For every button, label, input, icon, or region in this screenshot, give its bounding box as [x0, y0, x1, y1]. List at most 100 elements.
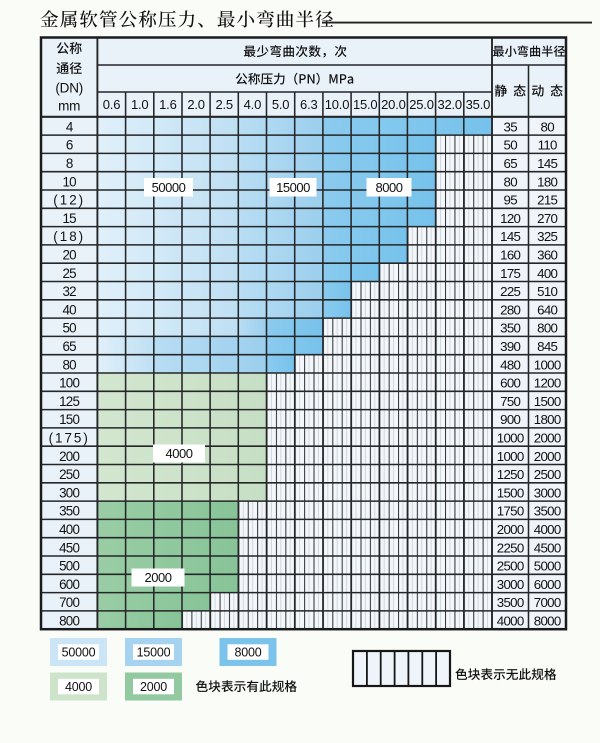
svg-text:300: 300	[59, 485, 79, 500]
svg-text:160: 160	[500, 248, 520, 263]
svg-text:8: 8	[66, 156, 73, 171]
svg-text:(18): (18)	[53, 229, 85, 244]
svg-text:800: 800	[59, 614, 79, 629]
svg-text:1200: 1200	[534, 376, 561, 391]
svg-text:1.6: 1.6	[159, 97, 176, 112]
svg-text:270: 270	[537, 211, 557, 226]
svg-text:480: 480	[500, 357, 520, 372]
svg-text:750: 750	[500, 394, 520, 409]
svg-text:1500: 1500	[534, 394, 561, 409]
svg-text:400: 400	[59, 522, 79, 537]
svg-text:325: 325	[537, 229, 557, 244]
svg-text:32: 32	[62, 284, 76, 299]
svg-text:15.0: 15.0	[353, 97, 378, 112]
svg-text:7000: 7000	[534, 595, 561, 610]
svg-text:0.6: 0.6	[103, 97, 120, 112]
svg-text:100: 100	[59, 376, 79, 391]
svg-text:4000: 4000	[65, 680, 92, 694]
svg-text:1000: 1000	[497, 431, 524, 446]
svg-text:2.5: 2.5	[215, 97, 232, 112]
svg-text:1750: 1750	[497, 504, 524, 519]
svg-text:8000: 8000	[376, 180, 403, 195]
svg-text:2000: 2000	[534, 449, 561, 464]
svg-text:mm: mm	[58, 99, 80, 114]
svg-text:25.0: 25.0	[409, 97, 434, 112]
svg-text:5.0: 5.0	[272, 97, 289, 112]
svg-text:6.3: 6.3	[300, 97, 317, 112]
svg-text:600: 600	[500, 376, 520, 391]
svg-text:400: 400	[537, 266, 557, 281]
svg-text:3000: 3000	[497, 577, 524, 592]
svg-text:280: 280	[500, 302, 520, 317]
svg-text:145: 145	[500, 229, 520, 244]
svg-text:(175): (175)	[49, 431, 90, 446]
svg-text:2500: 2500	[534, 467, 561, 482]
svg-text:4000: 4000	[497, 614, 524, 629]
svg-text:15000: 15000	[137, 645, 171, 659]
svg-text:15000: 15000	[276, 180, 310, 195]
svg-text:4: 4	[66, 119, 74, 134]
svg-text:50: 50	[62, 321, 76, 336]
svg-text:25: 25	[62, 266, 76, 281]
svg-text:390: 390	[500, 339, 520, 354]
svg-text:350: 350	[59, 504, 79, 519]
svg-text:80: 80	[541, 119, 555, 134]
svg-text:2.0: 2.0	[187, 97, 204, 112]
svg-text:350: 350	[500, 321, 520, 336]
svg-text:80: 80	[62, 357, 76, 372]
svg-text:110: 110	[538, 138, 557, 153]
svg-text:2000: 2000	[140, 680, 167, 694]
svg-text:250: 250	[59, 467, 79, 482]
svg-text:1000: 1000	[497, 449, 524, 464]
svg-text:2500: 2500	[497, 559, 524, 574]
svg-text:360: 360	[537, 248, 557, 263]
svg-text:175: 175	[500, 266, 520, 281]
svg-text:600: 600	[59, 577, 79, 592]
svg-text:150: 150	[59, 412, 79, 427]
svg-text:700: 700	[59, 595, 79, 610]
svg-text:1500: 1500	[497, 485, 524, 500]
svg-text:2000: 2000	[497, 522, 524, 537]
svg-text:3500: 3500	[497, 595, 524, 610]
svg-text:35.0: 35.0	[466, 97, 491, 112]
svg-text:450: 450	[59, 540, 79, 555]
svg-text:10.0: 10.0	[325, 97, 350, 112]
svg-text:180: 180	[537, 174, 557, 189]
svg-text:1000: 1000	[534, 357, 561, 372]
svg-text:215: 215	[537, 193, 557, 208]
svg-text:4000: 4000	[166, 446, 193, 461]
svg-text:500: 500	[59, 559, 79, 574]
svg-text:640: 640	[537, 302, 557, 317]
svg-text:1250: 1250	[497, 467, 524, 482]
svg-text:3000: 3000	[534, 485, 561, 500]
svg-text:65: 65	[504, 156, 518, 171]
svg-text:20.0: 20.0	[381, 97, 406, 112]
svg-text:50: 50	[504, 138, 518, 153]
svg-text:2000: 2000	[145, 570, 172, 585]
svg-text:2250: 2250	[497, 540, 524, 555]
svg-text:6000: 6000	[534, 577, 561, 592]
svg-text:8000: 8000	[234, 645, 261, 659]
svg-text:15: 15	[62, 211, 76, 226]
svg-text:900: 900	[500, 412, 520, 427]
svg-text:200: 200	[59, 449, 79, 464]
svg-text:40: 40	[62, 302, 76, 317]
svg-text:80: 80	[504, 174, 518, 189]
svg-text:4.0: 4.0	[244, 97, 261, 112]
svg-text:20: 20	[62, 248, 76, 263]
svg-text:1800: 1800	[534, 412, 561, 427]
svg-text:95: 95	[504, 193, 518, 208]
svg-text:845: 845	[537, 339, 557, 354]
svg-text:3500: 3500	[534, 504, 561, 519]
svg-text:145: 145	[537, 156, 557, 171]
svg-text:800: 800	[537, 321, 557, 336]
svg-text:125: 125	[59, 394, 79, 409]
svg-text:2000: 2000	[534, 431, 561, 446]
svg-text:32.0: 32.0	[437, 97, 462, 112]
svg-text:6: 6	[66, 138, 73, 153]
svg-text:50000: 50000	[62, 645, 96, 659]
svg-text:35: 35	[504, 119, 518, 134]
svg-text:4500: 4500	[534, 540, 561, 555]
svg-text:65: 65	[62, 339, 76, 354]
svg-text:10: 10	[62, 174, 76, 189]
